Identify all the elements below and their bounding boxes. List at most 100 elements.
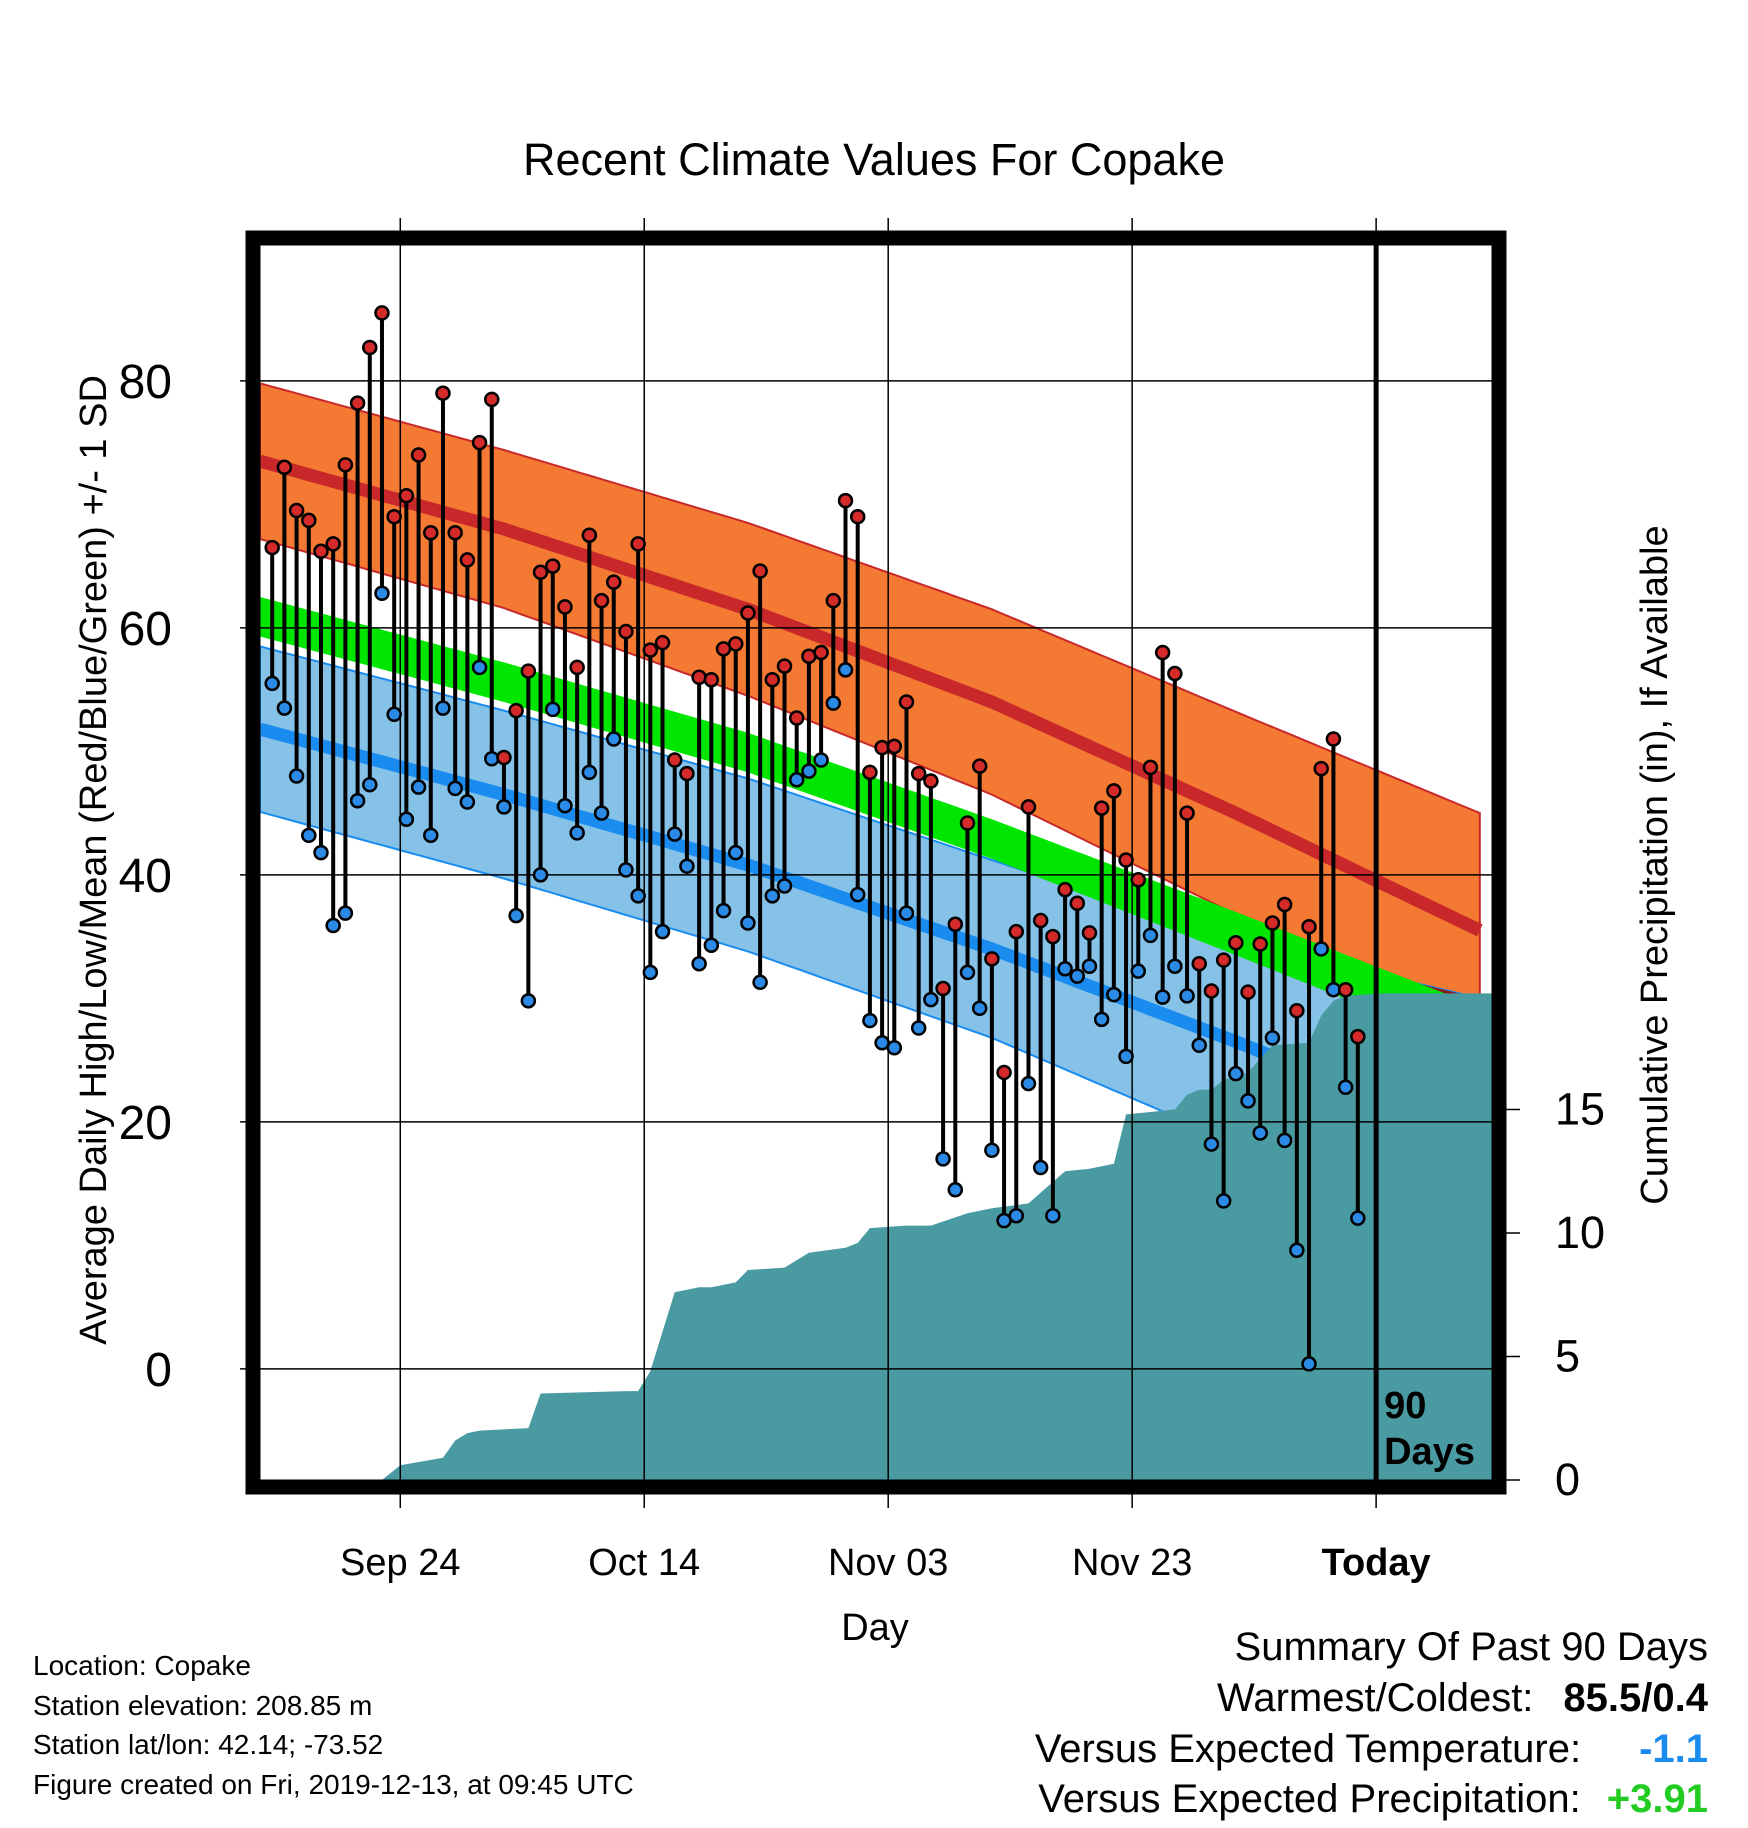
y-tick-label: 0 <box>145 1344 172 1397</box>
daily-low-point <box>557 797 573 814</box>
daily-high-point <box>288 502 305 519</box>
precip-label: Versus Expected Precipitation: <box>1038 1777 1581 1821</box>
x-tick-label: Today <box>1322 1542 1431 1584</box>
daily-low-point <box>1240 1093 1256 1109</box>
daily-high-point <box>471 434 488 451</box>
daily-high-point <box>666 752 683 768</box>
daily-high-point <box>654 634 671 651</box>
daily-high-point <box>313 543 329 560</box>
daily-high-point <box>337 457 354 473</box>
daily-low-point <box>398 811 415 828</box>
daily-low-point <box>264 675 280 692</box>
daily-low-point <box>727 844 744 861</box>
daily-low-point <box>423 827 439 844</box>
daily-high-point <box>727 636 744 652</box>
daily-low-point <box>1252 1125 1268 1141</box>
daily-high-point <box>1337 981 1354 998</box>
expected-high-line <box>260 454 1483 937</box>
daily-high-point <box>410 447 427 463</box>
daily-low-point <box>776 878 793 894</box>
daily-low-point <box>1081 958 1098 974</box>
daily-low-point <box>581 764 598 781</box>
daily-low-point <box>862 1012 878 1029</box>
y2-tick-label: 15 <box>1555 1084 1605 1135</box>
daily-high-point <box>1179 805 1195 821</box>
daily-high-point <box>923 773 939 789</box>
daily-low-point <box>764 888 781 904</box>
daily-high-point <box>1252 936 1268 952</box>
daily-high-point <box>886 738 903 755</box>
daily-high-point <box>423 525 439 541</box>
precip-value: +3.91 <box>1606 1777 1708 1821</box>
daily-high-point <box>1081 925 1098 941</box>
daily-low-point <box>1069 968 1086 984</box>
daily-high-point <box>837 492 854 509</box>
daily-low-point <box>1264 1030 1281 1046</box>
daily-high-point <box>813 644 829 661</box>
daily-high-point <box>386 508 402 525</box>
y-axis-label: Average Daily High/Low/Mean (Red/Blue/Gr… <box>73 375 115 1345</box>
daily-high-point <box>996 1064 1012 1081</box>
daily-high-point <box>1167 665 1183 682</box>
daily-low-point <box>1008 1207 1025 1224</box>
summary-warmest-row: Warmest/Coldest: 85.5/0.4 <box>1217 1678 1708 1718</box>
daily-high-point <box>276 459 293 476</box>
latlon-text: Station lat/lon: 42.14; -73.52 <box>33 1729 384 1760</box>
y-tick-label: 40 <box>119 850 172 903</box>
daily-high-point <box>349 395 366 411</box>
daily-high-point <box>1032 912 1049 929</box>
daily-low-point <box>923 991 939 1008</box>
daily-low-point <box>642 964 659 981</box>
daily-high-point <box>557 599 573 615</box>
today-days-label: 90 <box>1384 1385 1426 1427</box>
location-text: Location: Copake <box>33 1650 251 1681</box>
plot-frame <box>245 230 1507 1495</box>
daily-high-point <box>1191 956 1207 972</box>
daily-low-point <box>801 763 817 779</box>
daily-low-point <box>447 780 463 797</box>
daily-high-point <box>1130 872 1147 888</box>
daily-high-point <box>1350 1028 1366 1045</box>
daily-low-point <box>1350 1210 1366 1226</box>
daily-high-point <box>325 536 341 552</box>
daily-high-point <box>788 710 805 726</box>
temp-value: -1.1 <box>1639 1727 1708 1771</box>
daily-low-point <box>435 700 451 716</box>
daily-low-point <box>1179 988 1195 1004</box>
daily-low-point <box>1118 1048 1134 1065</box>
daily-high-point <box>605 574 622 590</box>
daily-low-point <box>813 752 829 768</box>
daily-low-point <box>496 799 512 815</box>
summary-temp-row: Versus Expected Temperature: -1.1 <box>1035 1729 1708 1769</box>
created-text: Figure created on Fri, 2019-12-13, at 09… <box>33 1769 634 1800</box>
daily-high-point <box>679 765 695 782</box>
daily-low-point <box>532 867 549 883</box>
daily-low-point <box>605 731 622 747</box>
daily-low-point <box>410 779 427 795</box>
daily-high-point <box>1008 923 1025 940</box>
daily-low-point <box>301 827 317 844</box>
daily-high-point <box>1106 783 1122 799</box>
daily-low-point <box>935 1151 951 1167</box>
daily-high-point <box>1154 644 1171 661</box>
daily-low-point <box>752 974 768 991</box>
daily-low-point <box>1289 1242 1305 1259</box>
daily-high-point <box>947 916 964 932</box>
daily-high-point <box>581 527 598 543</box>
daily-low-point <box>788 772 805 788</box>
daily-high-point <box>618 623 634 640</box>
daily-low-point <box>1057 960 1073 977</box>
daily-high-point <box>1203 983 1220 999</box>
temp-label: Versus Expected Temperature: <box>1034 1727 1582 1771</box>
daily-low-point <box>1301 1356 1317 1372</box>
daily-low-point <box>520 993 537 1009</box>
chart-title: Recent Climate Values For Copake <box>523 134 1225 185</box>
daily-high-point <box>898 694 915 710</box>
daily-low-point <box>630 888 646 904</box>
daily-high-point <box>1276 896 1293 913</box>
warmest-value: 85.5/0.4 <box>1563 1676 1708 1720</box>
daily-low-point <box>349 793 366 809</box>
y2-tick-label: 5 <box>1555 1331 1580 1382</box>
daily-high-point <box>545 558 561 574</box>
daily-low-point <box>849 886 866 903</box>
